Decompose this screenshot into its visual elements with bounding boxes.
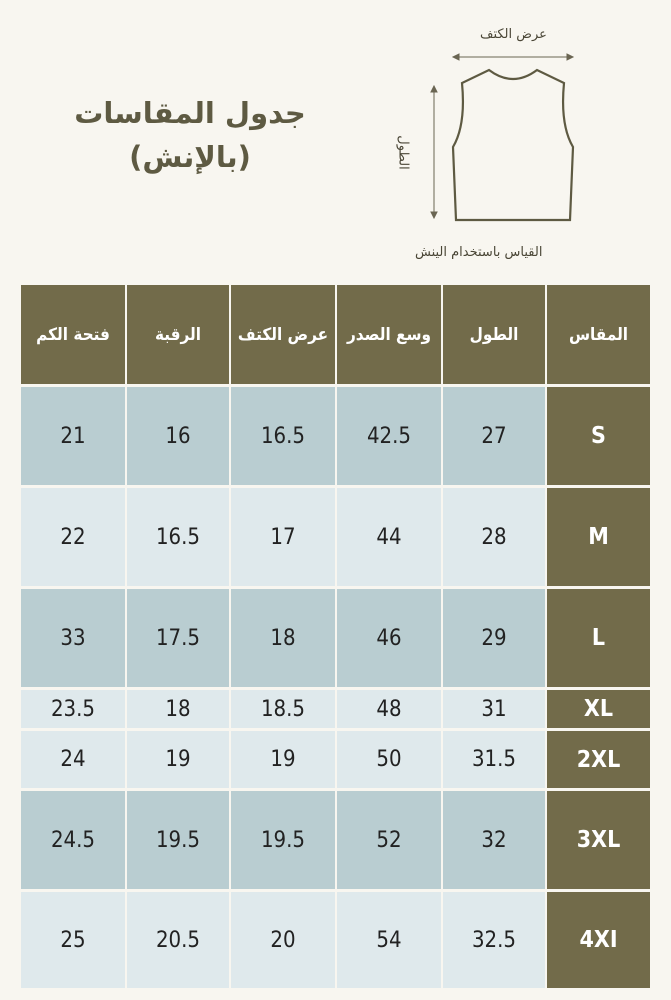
size-table: المقاس الطول وسع الصدر عرض الكتف الرقبة فتحة … (21, 285, 650, 988)
table-cell: 19.5 (127, 791, 229, 889)
table-cell: 54 (337, 892, 441, 988)
table-cell: 18 (127, 690, 229, 728)
column-header: الطول (443, 285, 545, 384)
column-header: الرقبة (127, 285, 229, 384)
table-cell: 16.5 (127, 488, 229, 586)
table-cell: 20 (231, 892, 335, 988)
garment-diagram (430, 53, 575, 222)
table-cell: 28 (443, 488, 545, 586)
table-cell: 44 (337, 488, 441, 586)
table-cell: 22 (21, 488, 125, 586)
measurement-note: القياس باستخدام الينش (415, 245, 543, 260)
size-label: L (547, 589, 650, 687)
table-cell: 50 (337, 731, 441, 788)
table-cell: 17.5 (127, 589, 229, 687)
table-cell: 32 (443, 791, 545, 889)
size-label: XL (547, 690, 650, 728)
table-cell: 31.5 (443, 731, 545, 788)
size-label: S (547, 387, 650, 485)
size-label: 2XL (547, 731, 650, 788)
column-header: عرض الكتف (231, 285, 335, 384)
page-title: جدول المقاسات (74, 96, 306, 130)
vest-outline (451, 68, 575, 222)
table-cell: 20.5 (127, 892, 229, 988)
table-cell: 19 (127, 731, 229, 788)
table-cell: 19 (231, 731, 335, 788)
table-cell: 23.5 (21, 690, 125, 728)
table-cell: 24 (21, 731, 125, 788)
table-cell: 46 (337, 589, 441, 687)
size-label: 3XL (547, 791, 650, 889)
table-cell: 29 (443, 589, 545, 687)
table-cell: 16.5 (231, 387, 335, 485)
table-cell: 16 (127, 387, 229, 485)
table-cell: 21 (21, 387, 125, 485)
table-cell: 52 (337, 791, 441, 889)
table-cell: 18.5 (231, 690, 335, 728)
table-cell: 48 (337, 690, 441, 728)
table-cell: 33 (21, 589, 125, 687)
table-cell: 17 (231, 488, 335, 586)
size-label: 4XI (547, 892, 650, 988)
table-cell: 24.5 (21, 791, 125, 889)
column-header: وسع الصدر (337, 285, 441, 384)
table-cell: 18 (231, 589, 335, 687)
page-subtitle: (بالإنش) (129, 140, 251, 174)
size-label: M (547, 488, 650, 586)
table-cell: 19.5 (231, 791, 335, 889)
table-cell: 31 (443, 690, 545, 728)
length-label: الطول (395, 135, 411, 170)
shoulder-width-label: عرض الكتف (480, 27, 547, 42)
column-header: المقاس (547, 285, 650, 384)
column-header: فتحة الكم (21, 285, 125, 384)
table-cell: 25 (21, 892, 125, 988)
table-cell: 42.5 (337, 387, 441, 485)
table-cell: 27 (443, 387, 545, 485)
table-cell: 32.5 (443, 892, 545, 988)
